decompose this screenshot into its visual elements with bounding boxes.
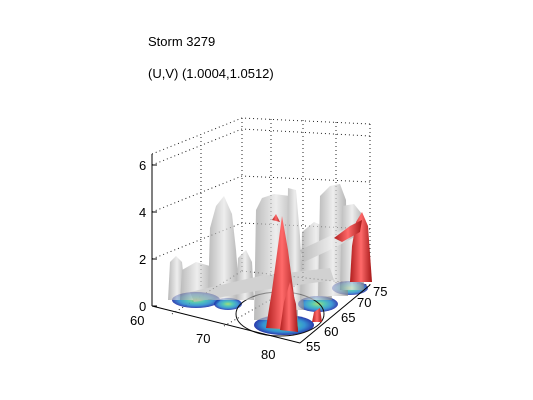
x-tick-label: 60 — [130, 313, 144, 328]
z-tick-label: 4 — [139, 205, 146, 220]
z-tick-label: 0 — [139, 299, 146, 314]
x-tick-label: 80 — [261, 347, 275, 362]
y-tick-label: 65 — [341, 310, 355, 325]
chart-title: Storm 3279 — [148, 34, 215, 49]
z-tick-label: 2 — [139, 252, 146, 267]
z-tick-label: 6 — [139, 158, 146, 173]
y-tick-label: 70 — [357, 295, 371, 310]
y-tick-labels: 55 60 65 70 75 — [306, 284, 387, 354]
y-tick-label: 55 — [306, 339, 320, 354]
z-tick-labels: 0 2 4 6 — [139, 158, 146, 314]
red-peaks — [266, 212, 372, 332]
chart-subtitle: (U,V) (1.0004,1.0512) — [148, 66, 274, 81]
x-tick-labels: 60 70 80 — [130, 313, 275, 362]
y-tick-label: 60 — [324, 324, 338, 339]
y-tick-label: 75 — [373, 284, 387, 299]
axes — [151, 154, 371, 344]
x-tick-label: 70 — [196, 331, 210, 346]
